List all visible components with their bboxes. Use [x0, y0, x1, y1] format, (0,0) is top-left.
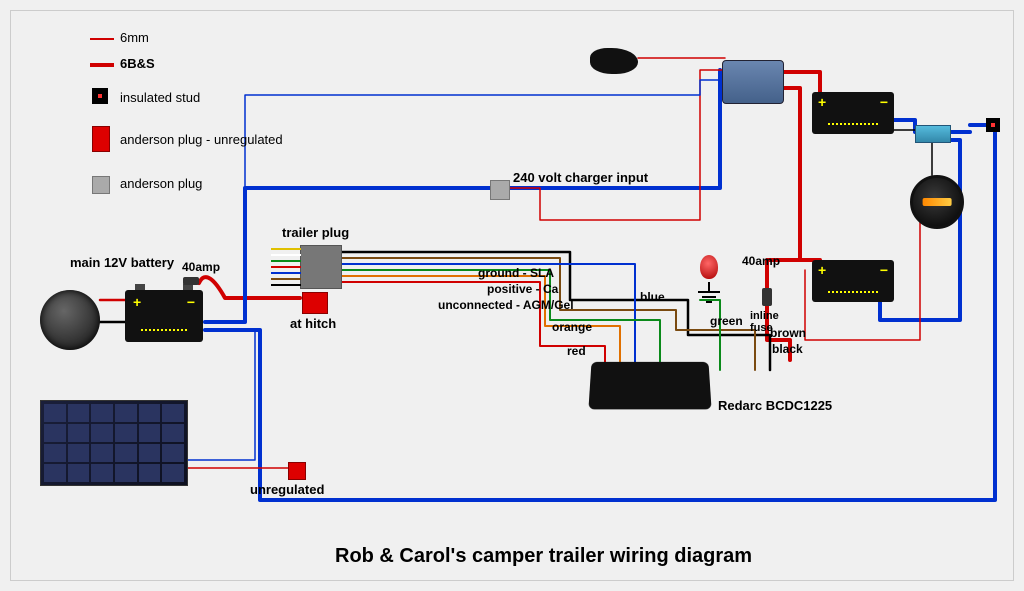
blue-label: blue	[640, 290, 665, 304]
redarc-label: Redarc BCDC1225	[718, 398, 832, 413]
shunt	[915, 125, 951, 143]
trailer-plug-label: trailer plug	[282, 225, 349, 240]
isolator	[722, 60, 784, 104]
at-hitch-label: at hitch	[290, 316, 336, 331]
wiring-diagram: 6mm 6B&S insulated stud anderson plug - …	[0, 0, 1024, 591]
legend-anderson-unreg-swatch	[92, 126, 110, 152]
fuse-left	[183, 277, 199, 285]
ground-sla-label: ground - SLA	[478, 266, 554, 280]
alternator	[40, 290, 100, 350]
legend-anderson-unreg-label: anderson plug - unregulated	[120, 132, 283, 147]
positive-ca-label: positive - Ca	[487, 282, 558, 296]
brown-label: brown	[770, 326, 806, 340]
legend-anderson-label: anderson plug	[120, 176, 202, 191]
aux-battery-2: + −	[812, 260, 894, 302]
trailer-plug	[300, 245, 342, 289]
green-label: green	[710, 314, 743, 328]
solar-regulator-cover	[590, 48, 638, 74]
aux-battery-1: + −	[812, 92, 894, 134]
main-battery: + −	[125, 290, 203, 342]
charger-input-label: 240 volt charger input	[513, 170, 648, 185]
charger-anderson	[490, 180, 510, 200]
black-label: black	[772, 342, 803, 356]
amp40-left-label: 40amp	[182, 260, 220, 274]
amp40-right-label: 40amp	[742, 254, 780, 268]
legend-stud-label: insulated stud	[120, 90, 200, 105]
legend-line-thin	[90, 38, 114, 40]
red-label: red	[567, 344, 586, 358]
inline-fuse	[762, 288, 772, 306]
legend-stud-swatch	[92, 88, 108, 104]
solar-panel	[40, 400, 188, 486]
diagram-title: Rob & Carol's camper trailer wiring diag…	[335, 545, 752, 568]
ground-icon	[694, 282, 724, 308]
insulated-stud-right	[986, 118, 1000, 132]
hitch-anderson	[302, 292, 328, 314]
legend-thick-label: 6B&S	[120, 56, 155, 71]
unregulated-anderson	[288, 462, 306, 480]
legend-thin-label: 6mm	[120, 30, 149, 45]
unconnected-agm-label: unconnected - AGM/Gel	[438, 298, 574, 312]
main-battery-label: main 12V battery	[70, 255, 174, 270]
load-bulb	[700, 255, 718, 279]
battery-monitor	[910, 175, 964, 229]
unregulated-label: unregulated	[250, 482, 324, 497]
trailer-plug-pins	[271, 246, 301, 288]
orange-label: orange	[552, 320, 592, 334]
legend-anderson-swatch	[92, 176, 110, 194]
redarc-bcdc	[588, 362, 711, 410]
legend-line-thick	[90, 63, 114, 67]
